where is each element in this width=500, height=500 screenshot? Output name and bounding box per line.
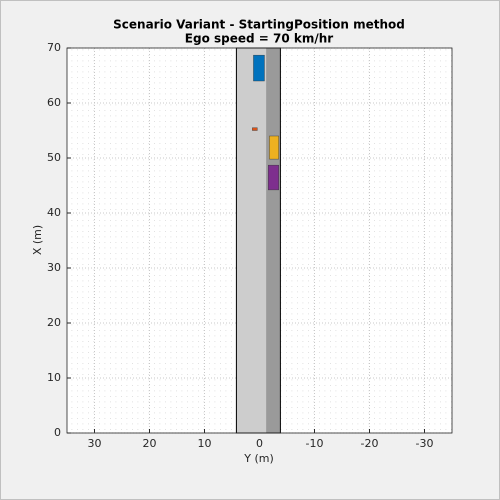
x-tick-label: 30 (88, 437, 102, 450)
y-tick-label: 60 (47, 96, 61, 109)
x-axis-label: Y (m) (243, 452, 274, 465)
x-tick-label: 20 (143, 437, 157, 450)
vehicle (252, 127, 258, 131)
x-tick-label: -10 (306, 437, 324, 450)
y-tick-label: 30 (47, 261, 61, 274)
road-lane (236, 48, 267, 433)
vehicle (268, 164, 279, 191)
y-axis-label: X (m) (31, 225, 44, 255)
vehicle (269, 135, 279, 160)
y-tick-label: 40 (47, 206, 61, 219)
y-tick-label: 0 (54, 426, 61, 439)
x-tick-label: 0 (256, 437, 263, 450)
y-tick-label: 10 (47, 371, 61, 384)
axes-box (66, 47, 453, 434)
y-tick-label: 70 (47, 41, 61, 54)
chart-title: Scenario Variant - StartingPosition meth… (113, 18, 405, 32)
vehicle (253, 54, 265, 82)
x-tick-label: -30 (416, 437, 434, 450)
x-tick-label: 10 (198, 437, 212, 450)
y-tick-label: 50 (47, 151, 61, 164)
chart-subtitle: Ego speed = 70 km/hr (185, 32, 334, 46)
road-lane (266, 48, 281, 433)
x-tick-label: -20 (361, 437, 379, 450)
y-tick-label: 20 (47, 316, 61, 329)
